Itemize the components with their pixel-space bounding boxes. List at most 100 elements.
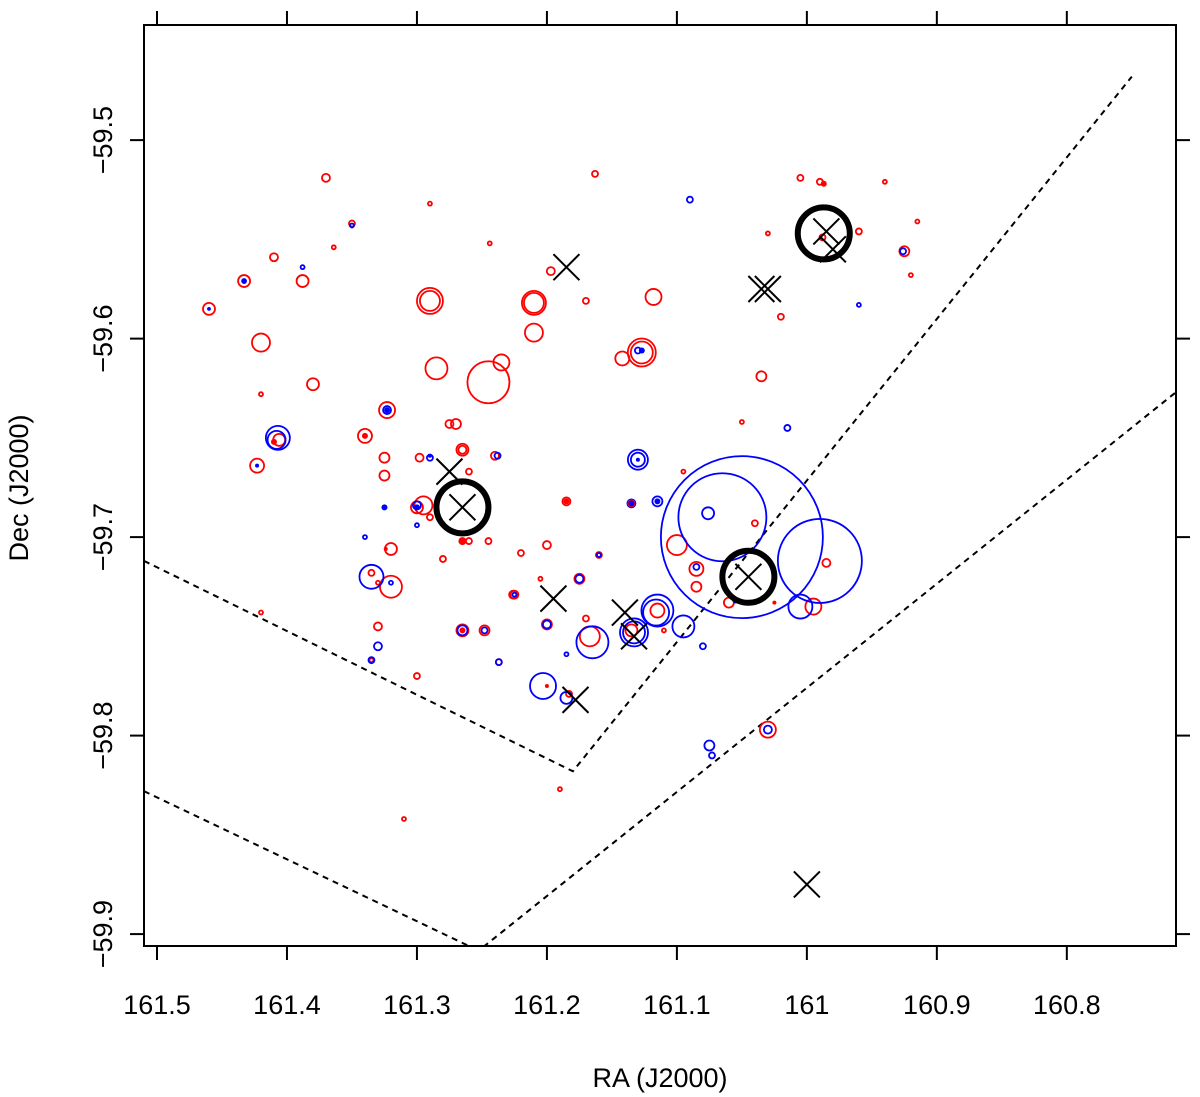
cross-marker: [812, 217, 841, 246]
red-circle: [537, 575, 544, 582]
red-filled-dot: [544, 683, 549, 688]
y-tick-label: −59.8: [88, 701, 118, 769]
red-circle: [758, 720, 777, 739]
blue-circle: [494, 658, 503, 667]
red-circle: [368, 657, 375, 664]
blue-circle: [659, 455, 824, 620]
blue-circle: [511, 591, 518, 598]
red-circle: [258, 391, 264, 398]
red-filled-dot: [563, 498, 570, 505]
y-tick-label: −59.7: [88, 503, 118, 571]
red-filled-dot: [459, 627, 466, 634]
red-circle: [582, 297, 590, 305]
red-circle: [517, 549, 525, 557]
red-circle: [348, 219, 356, 228]
blue-circle: [627, 448, 649, 471]
red-circle: [413, 672, 421, 680]
blue-circle: [367, 656, 376, 665]
blue-circle: [349, 222, 355, 229]
red-circle: [854, 227, 863, 236]
red-circle: [478, 624, 491, 637]
red-circle: [378, 451, 391, 464]
red-circle: [367, 568, 376, 577]
red-circle: [424, 356, 449, 381]
blue-circle: [456, 624, 469, 637]
red-circle: [595, 551, 603, 559]
blue-circle: [671, 614, 696, 639]
red-circle: [439, 555, 447, 563]
red-circle: [486, 240, 493, 247]
x-tick-label: 161.4: [253, 990, 321, 1020]
blue-circle: [783, 424, 792, 432]
red-circle: [465, 467, 473, 476]
red-circle: [249, 457, 265, 474]
red-circle: [776, 312, 785, 321]
red-circle: [644, 288, 663, 306]
blue-filled-dot: [255, 463, 260, 468]
blue-circle: [529, 672, 557, 700]
red-circle: [521, 289, 547, 316]
red-circle: [545, 266, 556, 277]
red-circle: [330, 244, 337, 251]
blue-circle: [299, 264, 306, 271]
red-circle: [591, 169, 599, 178]
red-circle: [455, 442, 470, 457]
cross-marker: [539, 584, 568, 613]
red-filled-dot: [820, 180, 827, 187]
red-circle: [541, 618, 553, 631]
red-circle: [509, 589, 520, 600]
blue-circle: [388, 579, 394, 586]
red-filled-dot: [361, 432, 368, 439]
red-circle: [750, 519, 759, 528]
y-tick-label: −59.9: [88, 900, 118, 968]
red-circle: [665, 534, 688, 556]
red-circle: [378, 469, 391, 482]
blue-filled-dot: [654, 498, 661, 505]
dashed-boundary-line: [144, 75, 1133, 773]
blue-circle: [701, 506, 715, 521]
red-filled-dot: [270, 438, 277, 445]
cross-marker: [754, 275, 782, 303]
red-circle: [524, 322, 544, 343]
red-filled-dot: [383, 547, 388, 552]
blue-circle: [677, 472, 768, 563]
blue-circle: [685, 195, 694, 204]
x-tick-label: 161.3: [383, 990, 451, 1020]
blue-circle: [762, 724, 773, 735]
cross-marker: [448, 493, 477, 522]
blue-circle: [382, 405, 392, 415]
blue-circle: [855, 301, 862, 308]
highlight-circle: [719, 547, 778, 606]
blue-circle: [703, 739, 716, 752]
red-circle: [796, 173, 805, 182]
x-axis-title: RA (J2000): [592, 1063, 727, 1093]
red-circle: [626, 337, 657, 368]
red-circle: [907, 272, 914, 278]
y-tick-label: −59.5: [88, 106, 118, 174]
red-circle: [455, 623, 470, 638]
cross-marker: [747, 275, 776, 303]
red-circle: [378, 401, 396, 419]
x-tick-label: 161: [784, 990, 829, 1020]
survey-boundaries: [144, 75, 1176, 946]
blue-circle: [787, 593, 814, 620]
blue-circle: [542, 619, 552, 630]
blue-circle: [480, 626, 489, 635]
red-circle: [542, 540, 552, 550]
y-tick-label: −59.6: [88, 304, 118, 372]
red-circle: [624, 623, 639, 638]
blue-circle: [692, 562, 701, 571]
blue-circle: [708, 751, 716, 760]
highlight-circle: [433, 478, 492, 537]
cross-marker: [561, 686, 590, 714]
red-circle: [690, 580, 703, 593]
blue-circle: [373, 641, 383, 652]
red-circle: [269, 252, 279, 263]
red-circle: [414, 452, 425, 463]
blue-circle: [596, 552, 602, 558]
blue-circle: [414, 522, 420, 529]
red-circle: [660, 627, 667, 634]
red-circle: [251, 332, 271, 353]
blue-circle: [358, 563, 385, 590]
data-marks: [202, 169, 921, 899]
